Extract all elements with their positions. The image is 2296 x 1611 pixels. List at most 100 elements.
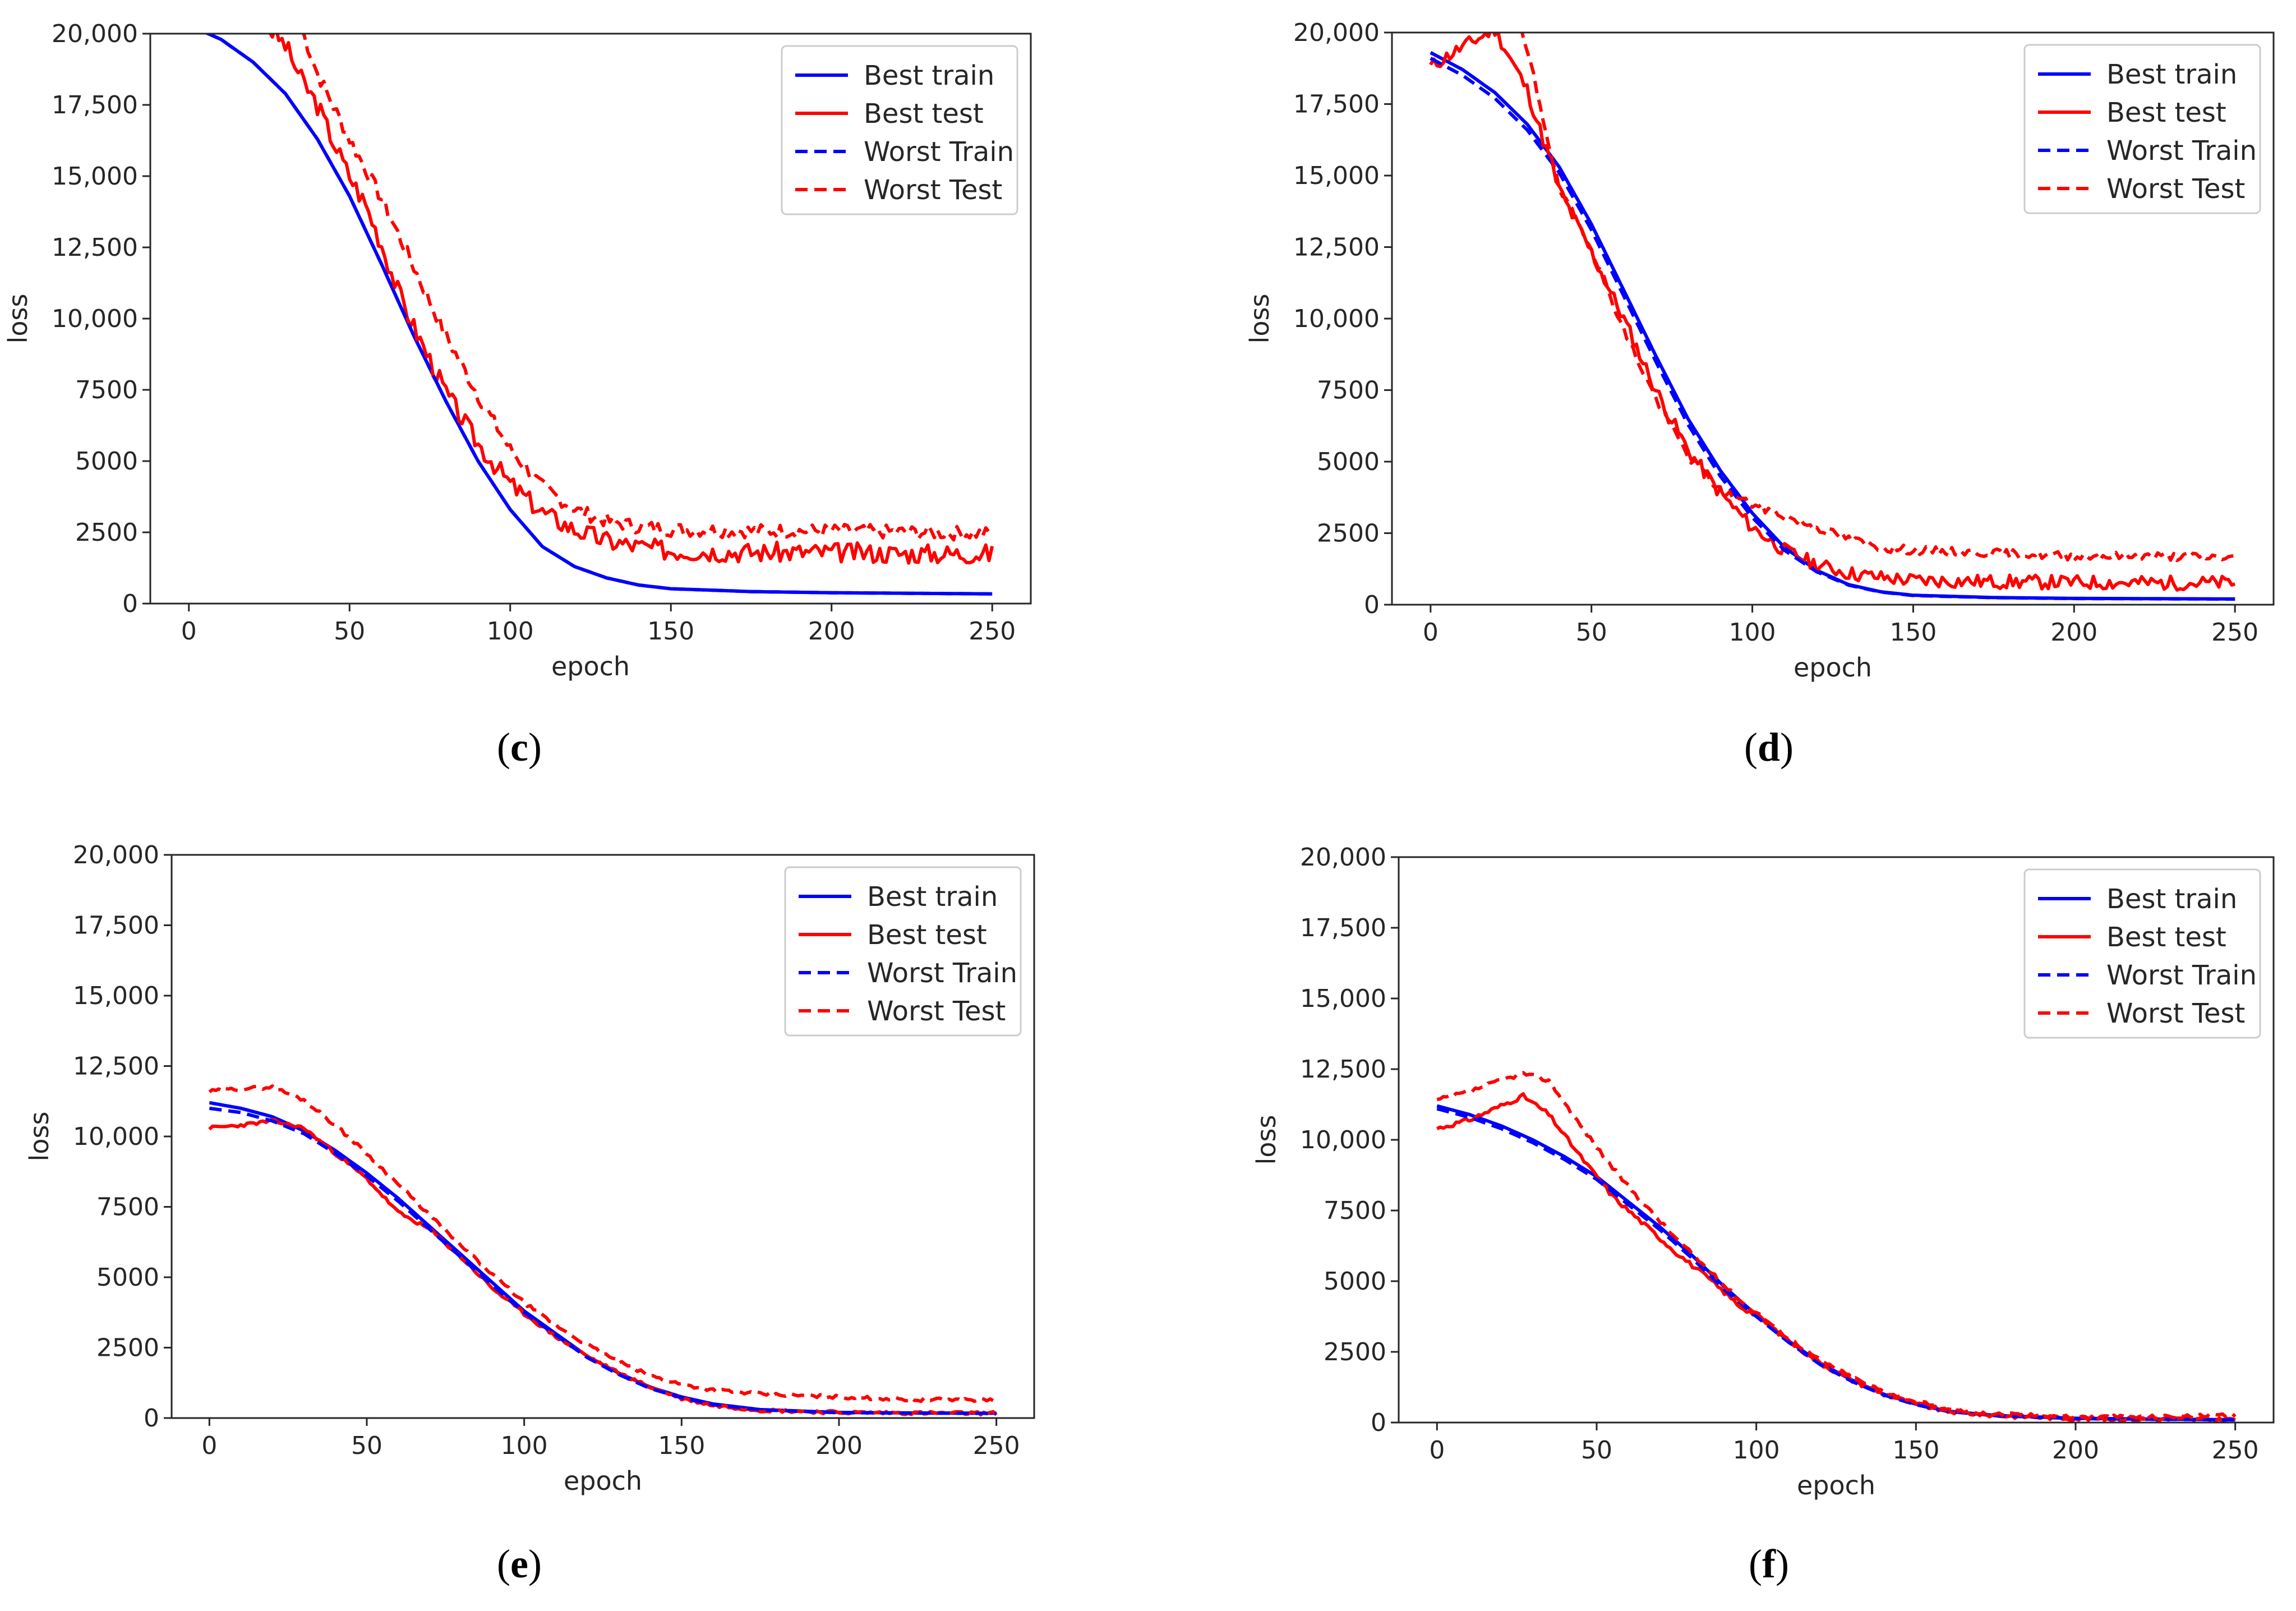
y-tick-label: 5000 <box>1317 448 1380 476</box>
legend-entry-best-test: Best test <box>867 919 987 951</box>
y-tick-label: 5000 <box>75 447 138 476</box>
panel-caption: (e) <box>497 1541 542 1586</box>
x-tick-label: 100 <box>1733 1436 1780 1465</box>
panel-caption-letter: d <box>1758 725 1780 770</box>
y-tick-label: 2500 <box>96 1334 159 1363</box>
panel-caption-letter: c <box>510 725 528 770</box>
x-tick-label: 50 <box>1581 1436 1612 1465</box>
legend-entry-best-train: Best train <box>2106 883 2237 915</box>
y-tick-label: 7500 <box>96 1193 159 1222</box>
y-tick-label: 17,500 <box>1300 914 1386 942</box>
chart-panel-f: 0 2500 5000 7500 10,000 12,500 15,000 17,500 20,… <box>1251 843 2275 1586</box>
y-tick-label: 15,000 <box>73 982 159 1010</box>
legend: Best train Best test Worst Train Worst Test <box>784 866 1022 1037</box>
series-best-test-line <box>208 1117 998 1417</box>
y-axis-label: loss <box>1251 1115 1281 1165</box>
y-tick-label: 12,500 <box>1300 1055 1386 1084</box>
y-axis-label: loss <box>24 1112 54 1162</box>
series-worst-test-line <box>1436 1071 2237 1421</box>
y-tick-label: 20,000 <box>73 841 159 869</box>
y-tick-label: 7500 <box>75 376 138 404</box>
x-tick-label: 250 <box>2211 618 2258 647</box>
y-tick-label: 17,500 <box>73 912 159 940</box>
y-tick-label: 5000 <box>96 1263 159 1292</box>
legend-entry-worst-train: Worst Train <box>867 958 1017 989</box>
series-group <box>208 1084 998 1417</box>
chart-panel-d: 025005000750010,00012,50015,00017,50020,… <box>1244 19 2275 770</box>
panel-caption: (d) <box>1744 725 1794 770</box>
x-tick-label: 200 <box>815 1432 863 1460</box>
chart-panel-e: 025005000750010,00012,50015,00017,50020,… <box>24 841 1035 1586</box>
y-tick-label: 10,000 <box>1293 305 1380 333</box>
x-axis-label: epoch <box>1794 652 1872 683</box>
legend-entry-best-test: Best test <box>864 98 984 130</box>
y-tick-label: 17,500 <box>1293 90 1380 119</box>
y-tick-label: 5000 <box>1324 1267 1386 1296</box>
series-group <box>1436 1071 2237 1423</box>
series-group <box>204 34 994 596</box>
series-group <box>1429 33 2236 601</box>
legend-box <box>2023 868 2261 1039</box>
panel-caption-letter: e <box>510 1541 528 1586</box>
series-worst-train-line <box>204 34 993 596</box>
x-tick-label: 100 <box>487 617 534 646</box>
x-axis-label: epoch <box>1797 1470 1875 1500</box>
x-tick-label: 200 <box>2052 1436 2099 1465</box>
y-tick-label: 2500 <box>1317 519 1380 548</box>
legend-entry-best-train: Best train <box>864 60 994 91</box>
y-tick-label: 20,000 <box>1293 19 1380 47</box>
legend-entry-best-test: Best test <box>2106 97 2226 128</box>
x-tick-label: 250 <box>969 617 1016 646</box>
x-tick-label: 100 <box>501 1432 548 1460</box>
x-axis-label: epoch <box>564 1466 642 1496</box>
legend-box <box>2023 44 2261 214</box>
x-tick-label: 0 <box>1423 618 1439 647</box>
x-tick-label: 150 <box>1889 618 1937 647</box>
y-tick-label: 15,000 <box>52 162 138 191</box>
panel-caption: (f) <box>1749 1541 1789 1586</box>
y-tick-label: 20,000 <box>1300 843 1386 872</box>
y-tick-label: 12,500 <box>73 1052 159 1081</box>
legend-entry-best-train: Best train <box>867 881 998 913</box>
legend: Best train Best test Worst Train Worst Test <box>781 45 1018 215</box>
y-tick-label: 0 <box>1371 1409 1386 1437</box>
legend-entry-worst-test: Worst Test <box>864 174 1002 206</box>
y-tick-label: 20,000 <box>52 20 138 48</box>
x-tick-label: 50 <box>334 617 365 646</box>
y-tick-label: 10,000 <box>73 1122 159 1151</box>
y-axis-label: loss <box>3 294 33 344</box>
y-tick-label: 17,500 <box>52 91 138 119</box>
y-tick-label: 15,000 <box>1300 984 1386 1013</box>
legend-entry-worst-test: Worst Test <box>867 996 1006 1027</box>
series-worst-train-line <box>1436 1107 2235 1422</box>
x-tick-label: 0 <box>1429 1436 1445 1465</box>
y-tick-label: 0 <box>122 590 138 618</box>
legend-entry-worst-train: Worst Train <box>2106 135 2257 167</box>
y-tick-label: 0 <box>144 1404 159 1433</box>
y-tick-label: 10,000 <box>1300 1126 1386 1154</box>
x-axis-label: epoch <box>551 651 630 682</box>
x-tick-label: 200 <box>2050 618 2097 647</box>
x-tick-label: 150 <box>1892 1436 1939 1465</box>
y-tick-label: 12,500 <box>1293 233 1380 262</box>
x-tick-label: 100 <box>1729 618 1776 647</box>
legend-entry-best-train: Best train <box>2106 59 2237 90</box>
x-tick-label: 0 <box>201 1432 217 1460</box>
series-worst-train-line <box>1430 57 2235 601</box>
x-tick-label: 150 <box>658 1432 705 1460</box>
x-tick-label: 0 <box>181 617 197 646</box>
y-tick-label: 7500 <box>1317 376 1380 405</box>
legend: Best train Best test Worst Train Worst Test <box>2023 868 2261 1039</box>
legend-box <box>781 45 1018 215</box>
x-tick-label: 50 <box>351 1432 382 1460</box>
legend-entry-worst-train: Worst Train <box>2106 960 2257 991</box>
legend-box <box>784 866 1022 1037</box>
y-tick-label: 7500 <box>1324 1196 1386 1225</box>
y-tick-label: 12,500 <box>52 233 138 262</box>
x-tick-label: 250 <box>973 1432 1020 1460</box>
series-best-test-line <box>268 34 994 565</box>
panel-caption-letter: f <box>1762 1541 1776 1586</box>
series-worst-test-line <box>208 1084 998 1403</box>
y-tick-label: 2500 <box>1324 1338 1386 1366</box>
